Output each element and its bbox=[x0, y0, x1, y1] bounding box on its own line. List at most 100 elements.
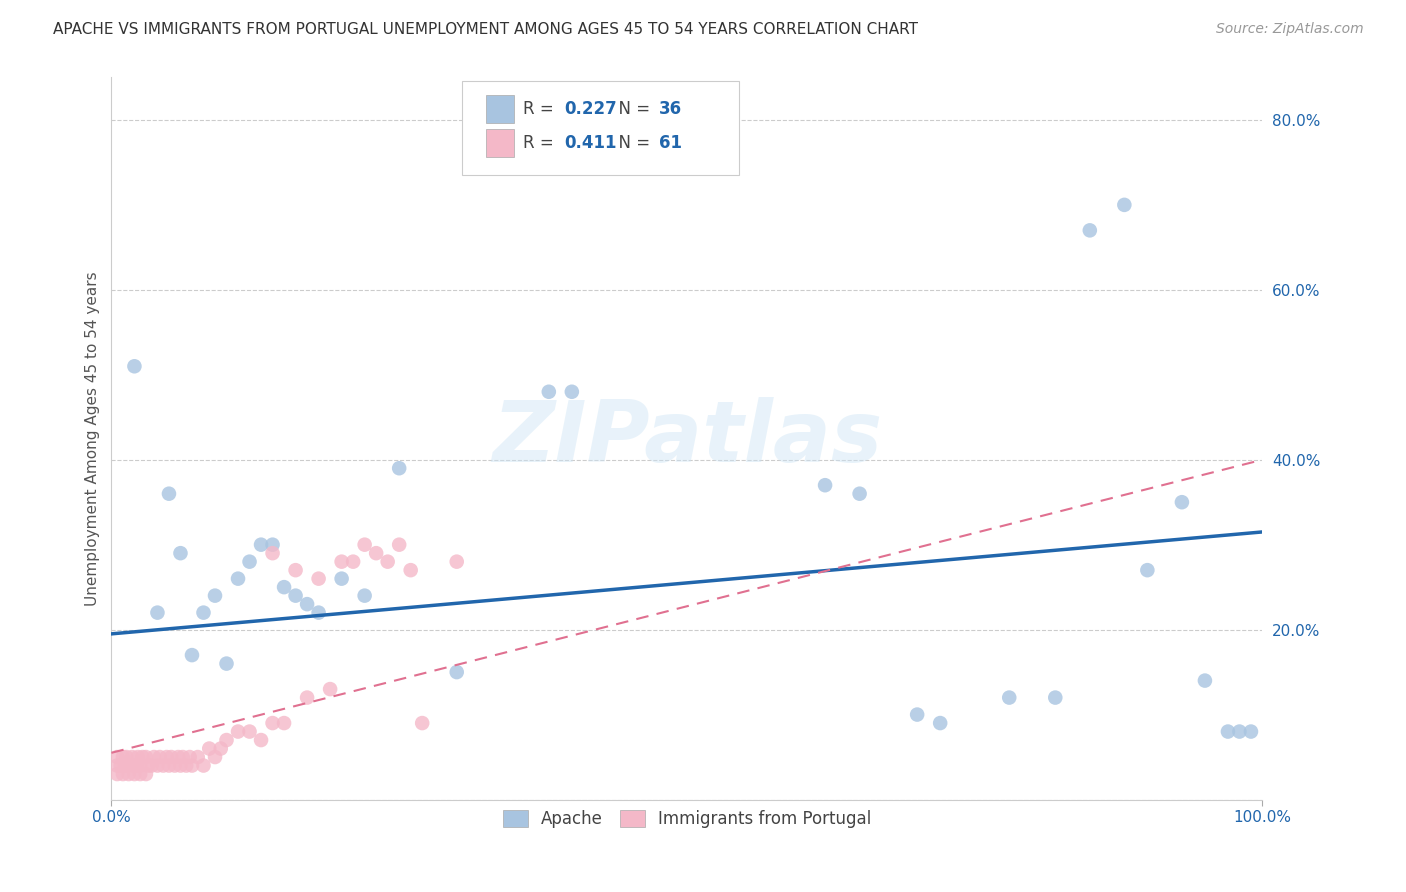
Point bbox=[905, 707, 928, 722]
Point bbox=[998, 690, 1021, 705]
Point bbox=[118, 758, 141, 772]
Point bbox=[295, 690, 318, 705]
Point bbox=[156, 750, 179, 764]
Point bbox=[115, 750, 138, 764]
Point bbox=[848, 486, 870, 500]
Point bbox=[1229, 724, 1251, 739]
Point bbox=[187, 750, 209, 764]
Point bbox=[149, 750, 172, 764]
Point bbox=[330, 555, 353, 569]
Point bbox=[118, 767, 141, 781]
Legend: Apache, Immigrants from Portugal: Apache, Immigrants from Portugal bbox=[496, 803, 877, 835]
Point bbox=[121, 750, 143, 764]
Point bbox=[295, 597, 318, 611]
Point bbox=[110, 758, 132, 772]
Point bbox=[377, 555, 399, 569]
Point bbox=[319, 682, 342, 697]
Point bbox=[146, 606, 169, 620]
Point bbox=[929, 716, 952, 731]
Point bbox=[388, 538, 411, 552]
FancyBboxPatch shape bbox=[485, 129, 515, 157]
Point bbox=[1045, 690, 1067, 705]
Point bbox=[167, 750, 190, 764]
Point bbox=[399, 563, 422, 577]
Point bbox=[215, 657, 238, 671]
Point bbox=[366, 546, 388, 560]
Point bbox=[273, 716, 295, 731]
Point bbox=[226, 724, 249, 739]
Point bbox=[353, 538, 375, 552]
Point bbox=[284, 563, 307, 577]
Text: N =: N = bbox=[607, 100, 655, 119]
Point bbox=[388, 461, 411, 475]
Text: 36: 36 bbox=[659, 100, 682, 119]
Point bbox=[169, 758, 191, 772]
FancyBboxPatch shape bbox=[485, 95, 515, 123]
Text: R =: R = bbox=[523, 100, 560, 119]
Point bbox=[330, 572, 353, 586]
Point bbox=[135, 767, 157, 781]
Point bbox=[215, 733, 238, 747]
Point bbox=[250, 733, 273, 747]
Point bbox=[262, 538, 284, 552]
Point bbox=[273, 580, 295, 594]
Point bbox=[157, 758, 180, 772]
Point bbox=[1194, 673, 1216, 688]
Point bbox=[172, 750, 194, 764]
Point bbox=[1240, 724, 1263, 739]
Point bbox=[114, 758, 136, 772]
Point bbox=[105, 767, 128, 781]
Point bbox=[105, 750, 128, 764]
Point bbox=[129, 758, 152, 772]
Point bbox=[174, 758, 197, 772]
Text: 0.411: 0.411 bbox=[564, 134, 616, 153]
Point bbox=[226, 572, 249, 586]
Point bbox=[124, 359, 146, 374]
Point bbox=[160, 750, 183, 764]
Point bbox=[238, 724, 260, 739]
Point bbox=[124, 758, 146, 772]
Y-axis label: Unemployment Among Ages 45 to 54 years: Unemployment Among Ages 45 to 54 years bbox=[86, 271, 100, 606]
Point bbox=[198, 741, 221, 756]
Text: 0.227: 0.227 bbox=[564, 100, 616, 119]
Point bbox=[181, 648, 204, 662]
Point bbox=[209, 741, 232, 756]
Point bbox=[129, 767, 152, 781]
FancyBboxPatch shape bbox=[463, 81, 738, 175]
Point bbox=[411, 716, 433, 731]
Point bbox=[1114, 198, 1136, 212]
Text: Source: ZipAtlas.com: Source: ZipAtlas.com bbox=[1216, 22, 1364, 37]
Point bbox=[141, 758, 163, 772]
Point bbox=[124, 767, 146, 781]
Text: ZIPatlas: ZIPatlas bbox=[492, 397, 882, 480]
Point bbox=[1171, 495, 1194, 509]
Point bbox=[308, 606, 330, 620]
Point bbox=[1216, 724, 1239, 739]
Point bbox=[308, 572, 330, 586]
Point bbox=[814, 478, 837, 492]
Point bbox=[135, 750, 157, 764]
Point bbox=[157, 486, 180, 500]
Point bbox=[125, 758, 148, 772]
Point bbox=[193, 758, 215, 772]
Point bbox=[537, 384, 560, 399]
Point bbox=[250, 538, 273, 552]
Point bbox=[105, 758, 128, 772]
Text: APACHE VS IMMIGRANTS FROM PORTUGAL UNEMPLOYMENT AMONG AGES 45 TO 54 YEARS CORREL: APACHE VS IMMIGRANTS FROM PORTUGAL UNEMP… bbox=[53, 22, 918, 37]
Point bbox=[136, 758, 159, 772]
Point bbox=[238, 555, 260, 569]
Point bbox=[446, 555, 468, 569]
Point bbox=[342, 555, 364, 569]
Point bbox=[204, 589, 226, 603]
Point bbox=[561, 384, 583, 399]
Text: N =: N = bbox=[607, 134, 655, 153]
Point bbox=[163, 758, 186, 772]
Point bbox=[181, 758, 204, 772]
Point bbox=[204, 750, 226, 764]
Point bbox=[446, 665, 468, 679]
Point bbox=[179, 750, 201, 764]
Text: 61: 61 bbox=[659, 134, 682, 153]
Point bbox=[1136, 563, 1159, 577]
Point bbox=[152, 758, 174, 772]
Point bbox=[143, 750, 166, 764]
